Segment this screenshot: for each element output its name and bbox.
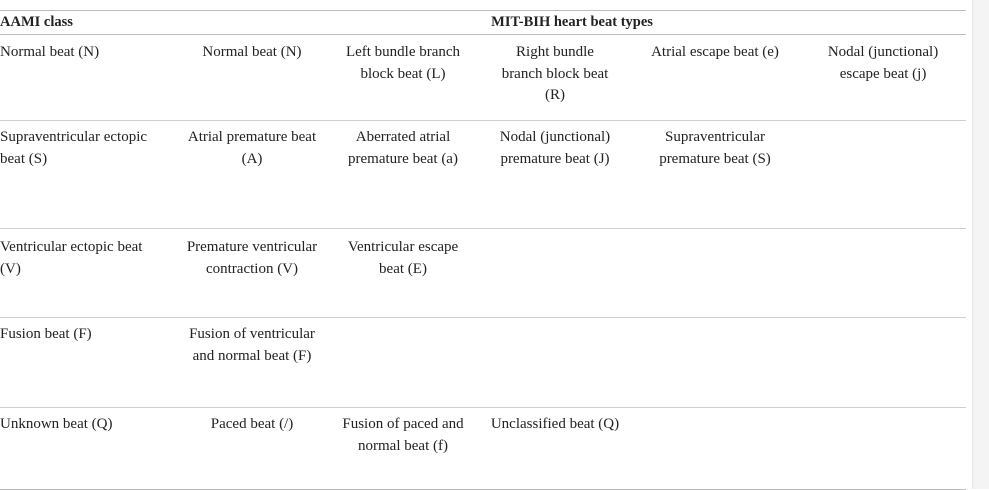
beat-type-cell: Right bundle branch block beat (R) [480,34,630,121]
beat-type-cell: Paced beat (/) [178,407,326,490]
beat-type-text: Unclassified beat (Q) [490,416,620,432]
beat-type-text: Paced beat (/) [210,416,294,432]
aami-class-cell: Unknown beat (Q) [0,407,178,490]
beat-type-cell: Normal beat (N) [178,34,326,121]
beat-type-cell [800,407,967,490]
table-row: Supraventricular ectopic beat (S) Atrial… [0,120,967,229]
beat-type-cell: Fusion of paced and normal beat (f) [326,407,480,490]
beat-type-cell [800,120,967,229]
beat-type-cell: Supraventricular premature beat (S) [630,120,800,229]
aami-class-cell: Fusion beat (F) [0,317,178,408]
beat-type-cell [326,317,480,408]
beat-type-cell [630,407,800,490]
beat-type-cell: Nodal (junctional) escape beat (j) [800,34,967,121]
beat-type-text: Right bundle branch block beat (R) [501,44,609,103]
beat-type-text: Aberrated atrial premature beat (a) [348,129,458,167]
beat-type-cell: Premature ventricular contraction (V) [178,228,326,318]
beat-type-text: Atrial escape beat (e) [651,44,779,60]
beat-type-cell [800,228,967,318]
beat-type-cell: Nodal (junctional) premature beat (J) [480,120,630,229]
table-row: Ventricular ectopic beat (V) Premature v… [0,228,967,318]
beat-type-text: Fusion of paced and normal beat (f) [342,416,464,454]
table-row: Fusion beat (F) Fusion of ventricular an… [0,317,967,408]
aami-class-text: Supraventricular ectopic beat (S) [0,129,148,167]
mit-bih-types-header: MIT-BIH heart beat types [178,10,967,35]
beat-type-text: Atrial premature beat (A) [187,129,317,167]
beat-type-cell: Unclassified beat (Q) [480,407,630,490]
aami-class-header: AAMI class [0,10,178,35]
aami-class-cell: Supraventricular ectopic beat (S) [0,120,178,229]
beat-type-cell [630,228,800,318]
beat-type-text: Normal beat (N) [202,44,302,60]
scrollbar-track[interactable] [972,0,989,489]
beat-type-text: Supraventricular premature beat (S) [659,129,771,167]
table-row: Normal beat (N) Normal beat (N) Left bun… [0,34,967,121]
beat-type-cell: Atrial escape beat (e) [630,34,800,121]
beat-type-text: Left bundle branch block beat (L) [345,44,461,82]
beat-type-cell: Left bundle branch block beat (L) [326,34,480,121]
beat-type-cell [480,228,630,318]
header-row: AAMI class MIT-BIH heart beat types [0,10,967,35]
table-row: Unknown beat (Q) Paced beat (/) Fusion o… [0,407,967,490]
beat-type-text: Nodal (junctional) escape beat (j) [827,44,939,82]
aami-class-text: Ventricular ectopic beat (V) [0,239,143,277]
beat-type-cell: Ventricular escape beat (E) [326,228,480,318]
beat-type-cell [800,317,967,408]
aami-class-cell: Normal beat (N) [0,34,178,121]
beat-type-cell [480,317,630,408]
beat-type-text: Premature ventricular contraction (V) [186,239,318,277]
beat-type-cell: Atrial premature beat (A) [178,120,326,229]
beat-type-text: Fusion of ventricular and normal beat (F… [189,326,315,364]
aami-mitbih-table: AAMI class MIT-BIH heart beat types Norm… [0,10,967,490]
beat-type-cell: Aberrated atrial premature beat (a) [326,120,480,229]
beat-type-cell: Fusion of ventricular and normal beat (F… [178,317,326,408]
beat-type-text: Ventricular escape beat (E) [347,239,459,277]
beat-type-text: Nodal (junctional) premature beat (J) [499,129,611,167]
aami-class-cell: Ventricular ectopic beat (V) [0,228,178,318]
beat-type-cell [630,317,800,408]
